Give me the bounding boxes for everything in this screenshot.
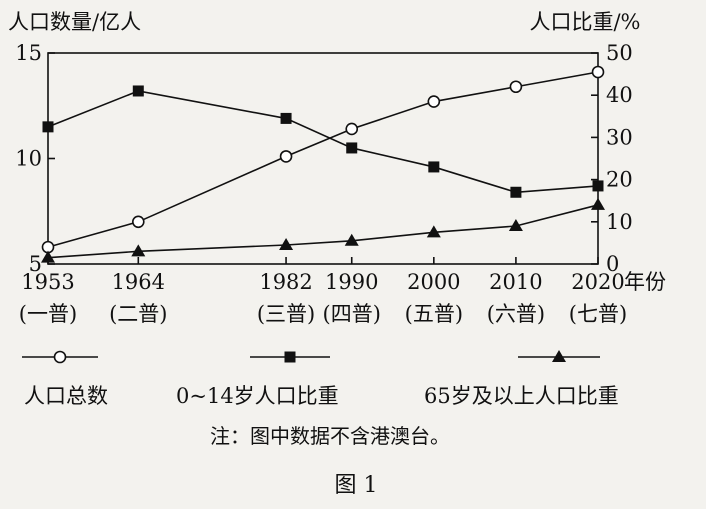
x-tick-label: 2000 (407, 270, 460, 294)
x-tick-sublabel: (二普) (109, 302, 167, 326)
total-population-point (131, 215, 145, 229)
x-tick-label: 1964 (112, 270, 165, 294)
x-tick-sublabel: (一普) (19, 302, 77, 326)
right-axis-title: 人口比重/% (529, 10, 640, 34)
figure-caption: 图 1 (335, 473, 378, 498)
x-axis-ticks: 1953 (一普) 1964 (二普) 1982 (三普) 1990 (四普) 2000 (五普)… (19, 257, 666, 326)
left-axis-ticks: 5 10 15 (15, 41, 55, 276)
age-65-plus-share-point (591, 197, 605, 210)
legend-marker-total-population (53, 350, 67, 364)
right-tick-label: 0 (606, 252, 619, 276)
age-0-14-share-point (132, 85, 144, 97)
right-tick-label: 40 (606, 83, 633, 107)
footnote: 注：图中数据不含港澳台。 (210, 424, 450, 448)
x-tick-sublabel: (六普) (487, 302, 545, 326)
x-tick-sublabel: (七普) (569, 302, 627, 326)
age-65-plus-share-point (279, 238, 294, 251)
age-65-plus-share-point (426, 225, 441, 238)
series-layer (41, 65, 605, 263)
total-population-point (427, 95, 441, 108)
age-0-14-share-point (280, 112, 292, 124)
right-tick-label: 20 (606, 168, 633, 192)
age-65-plus-share-line (47, 204, 599, 259)
age-65-plus-share-point (41, 250, 55, 263)
x-axis-title: 年份 (624, 270, 666, 294)
age-0-14-share-point (428, 161, 440, 173)
total-population-point (591, 65, 605, 79)
left-tick-label: 15 (15, 41, 42, 65)
age-0-14-share-point (592, 180, 604, 192)
total-population-point (509, 80, 523, 94)
age-65-plus-share-point (344, 233, 359, 246)
legend-marker-age-0-14-share (284, 351, 296, 363)
left-tick-label: 5 (29, 252, 42, 276)
age-65-plus-share-point (131, 244, 146, 257)
right-axis-ticks: 0 10 20 30 40 50 (591, 41, 633, 276)
x-tick-sublabel: (三普) (257, 302, 315, 326)
left-axis-title: 人口数量/亿人 (8, 10, 141, 34)
age-65-plus-share-point (508, 219, 523, 232)
legend: 人口总数 0~14岁人口比重 65岁及以上人口比重 (22, 350, 619, 408)
left-tick-label: 10 (15, 147, 42, 171)
x-tick-sublabel: (四普) (323, 302, 381, 326)
total-population-point (345, 122, 359, 136)
legend-label-age-65-plus-share: 65岁及以上人口比重 (424, 384, 619, 408)
x-tick-label: 2020 (571, 270, 624, 294)
x-tick-label: 1953 (21, 270, 74, 294)
right-tick-label: 30 (606, 125, 633, 149)
x-tick-label: 1990 (325, 270, 378, 294)
age-0-14-share-point (42, 121, 54, 133)
total-population-point (279, 150, 293, 163)
right-tick-label: 10 (606, 210, 633, 234)
legend-label-total-population: 人口总数 (24, 384, 108, 408)
x-tick-label: 2010 (489, 270, 542, 294)
right-tick-label: 50 (606, 41, 633, 65)
age-0-14-share-point (510, 186, 522, 198)
age-0-14-share-point (346, 142, 358, 154)
legend-marker-age-65-plus-share (552, 350, 566, 362)
x-tick-label: 1982 (259, 270, 312, 294)
legend-label-age-0-14-share: 0~14岁人口比重 (176, 384, 339, 408)
x-tick-sublabel: (五普) (405, 302, 463, 326)
